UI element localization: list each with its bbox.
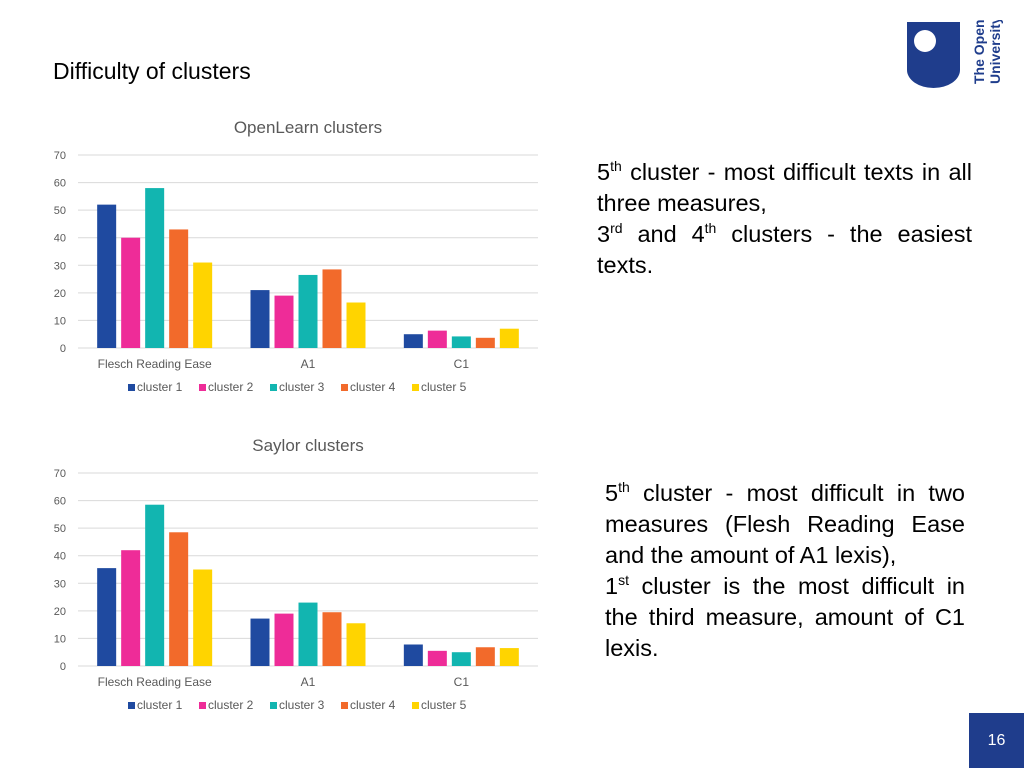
legend-label: cluster 4 [350, 380, 396, 394]
bar-cluster-1 [403, 334, 423, 348]
x-category-label: C1 [454, 675, 470, 689]
legend-label: cluster 4 [350, 698, 396, 712]
legend-label: cluster 1 [137, 698, 183, 712]
logo-text-line-2: University [987, 20, 1003, 84]
bar-cluster-2 [121, 550, 141, 666]
openlearn-note-line-2: 3rd and 4th clusters - the easiest texts… [597, 220, 972, 278]
bar-cluster-1 [250, 618, 270, 666]
bar-cluster-3 [145, 188, 165, 348]
logo-circle [914, 30, 936, 52]
chart-title: OpenLearn clusters [234, 118, 382, 137]
x-category-label: C1 [454, 357, 470, 371]
openlearn-note: 5th cluster - most difficult texts in al… [597, 157, 972, 281]
legend-swatch [270, 384, 277, 391]
bar-cluster-2 [427, 330, 447, 348]
saylor-chart: Saylor clusters 0 10 20 30 40 50 60 70 Flesch Rea… [40, 428, 560, 728]
y-tick-label: 20 [54, 288, 66, 300]
x-category-label: A1 [301, 357, 316, 371]
bar-cluster-4 [322, 269, 342, 348]
openlearn-chart-svg: OpenLearn clusters 0 10 20 30 40 50 60 70 Flesch … [54, 118, 538, 394]
legend-swatch [412, 384, 419, 391]
y-tick-label: 20 [54, 606, 66, 618]
saylor-chart-svg: Saylor clusters 0 10 20 30 40 50 60 70 Flesch Rea… [54, 436, 538, 712]
bar-cluster-4 [169, 229, 189, 348]
bar-cluster-3 [145, 504, 165, 666]
legend-label: cluster 2 [208, 698, 254, 712]
y-tick-label: 60 [54, 178, 66, 190]
bar-cluster-4 [169, 532, 189, 666]
y-tick-label: 40 [54, 551, 66, 563]
legend-swatch [270, 702, 277, 709]
bar-cluster-1 [97, 204, 117, 348]
saylor-note-line-1: 5th cluster - most difficult in two meas… [605, 479, 965, 568]
chart-title: Saylor clusters [252, 436, 363, 455]
openlearn-chart: OpenLearn clusters 0 10 20 30 40 50 60 70 Flesch … [40, 110, 560, 410]
page-number: 16 [969, 713, 1024, 768]
bar-cluster-3 [298, 602, 318, 666]
bar-cluster-4 [475, 337, 495, 348]
bar-cluster-3 [451, 336, 471, 348]
y-tick-label: 40 [54, 233, 66, 245]
logo-text-line-1: The Open [971, 20, 987, 84]
saylor-note-line-2: 1st cluster is the most difficult in the… [605, 572, 965, 661]
bar-cluster-5 [499, 648, 519, 666]
y-tick-label: 50 [54, 523, 66, 535]
legend-label: cluster 2 [208, 380, 254, 394]
legend-label: cluster 5 [421, 380, 467, 394]
bar-cluster-5 [193, 262, 213, 348]
legend-label: cluster 5 [421, 698, 467, 712]
saylor-note: 5th cluster - most difficult in two meas… [605, 478, 965, 664]
bar-cluster-3 [298, 274, 318, 348]
logo-shield-icon [907, 22, 960, 88]
legend-swatch [199, 384, 206, 391]
bar-cluster-2 [274, 295, 294, 348]
bar-cluster-5 [193, 569, 213, 666]
open-university-logo: The Open University [907, 20, 1003, 88]
y-tick-label: 70 [54, 150, 66, 162]
bar-cluster-2 [121, 237, 141, 348]
legend-swatch [412, 702, 419, 709]
y-tick-label: 70 [54, 468, 66, 480]
bar-cluster-1 [250, 290, 270, 348]
y-tick-label: 10 [54, 633, 66, 645]
bar-cluster-4 [475, 647, 495, 666]
bar-cluster-5 [346, 302, 366, 348]
legend-swatch [128, 384, 135, 391]
bar-cluster-5 [346, 623, 366, 666]
bar-cluster-1 [97, 568, 117, 666]
bar-cluster-3 [451, 652, 471, 666]
x-category-label: Flesch Reading Ease [98, 357, 212, 371]
y-tick-label: 0 [60, 343, 66, 355]
legend-label: cluster 1 [137, 380, 183, 394]
y-tick-label: 30 [54, 260, 66, 272]
x-category-label: A1 [301, 675, 316, 689]
bar-cluster-5 [499, 328, 519, 348]
y-tick-label: 0 [60, 661, 66, 673]
bar-cluster-4 [322, 612, 342, 666]
x-category-label: Flesch Reading Ease [98, 675, 212, 689]
bar-cluster-2 [427, 650, 447, 666]
y-tick-label: 10 [54, 315, 66, 327]
y-tick-label: 30 [54, 578, 66, 590]
bar-cluster-1 [403, 644, 423, 666]
slide-title: Difficulty of clusters [53, 58, 251, 84]
legend-swatch [199, 702, 206, 709]
bar-cluster-2 [274, 613, 294, 666]
y-tick-label: 60 [54, 496, 66, 508]
legend-swatch [341, 702, 348, 709]
legend-swatch [341, 384, 348, 391]
openlearn-note-line-1: 5th cluster - most difficult texts in al… [597, 158, 972, 216]
legend-label: cluster 3 [279, 698, 325, 712]
legend-swatch [128, 702, 135, 709]
legend-label: cluster 3 [279, 380, 325, 394]
y-tick-label: 50 [54, 205, 66, 217]
